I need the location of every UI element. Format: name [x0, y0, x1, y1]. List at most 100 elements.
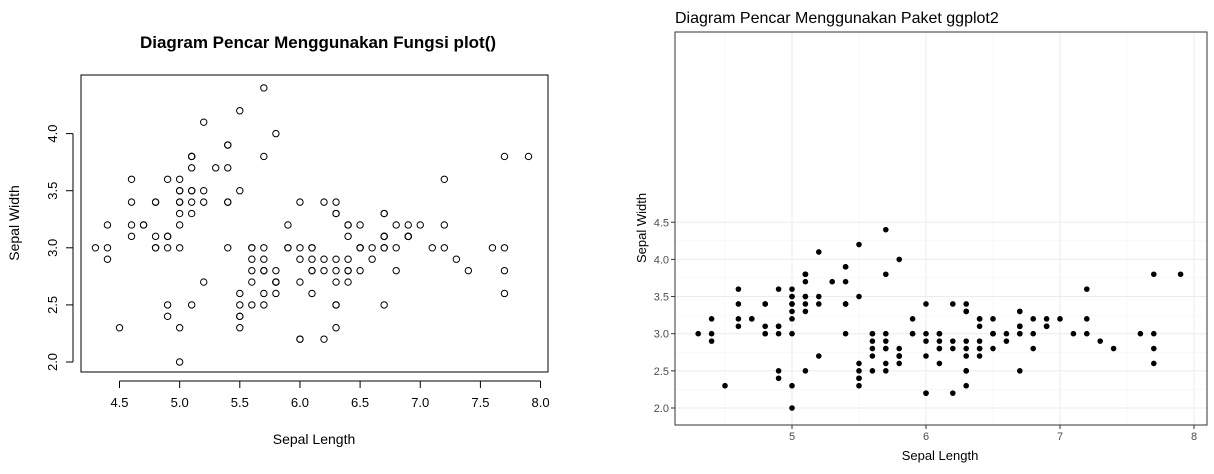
ggplot-data-point: [923, 338, 929, 344]
base-plot-x-label: Sepal Length: [273, 431, 356, 447]
base-data-point: [212, 164, 220, 172]
ggplot-data-point: [1003, 330, 1010, 337]
base-data-point: [103, 244, 112, 252]
ggplot-data-point: [1003, 338, 1010, 344]
ggplot-data-point: [708, 330, 715, 337]
ggplot-data-point: [1030, 316, 1036, 322]
ggplot-data-point: [950, 345, 956, 352]
base-x-tick-label: 8.0: [532, 395, 550, 410]
base-data-point: [500, 152, 509, 161]
ggplot-data-point: [963, 308, 969, 315]
base-y-tick-label: 2.0: [45, 353, 60, 371]
ggplot-data-point: [936, 330, 943, 337]
base-data-point: [344, 278, 352, 286]
ggplot-data-point: [762, 323, 768, 330]
base-data-point: [175, 324, 184, 332]
base-data-point: [308, 255, 316, 263]
ggplot-data-point: [789, 405, 795, 411]
ggplot-y-tick-label: 2.0: [654, 403, 669, 415]
base-data-point: [332, 255, 340, 263]
base-data-point: [368, 244, 376, 252]
ggplot-data-point: [1137, 330, 1144, 337]
base-data-point: [200, 187, 208, 195]
base-data-point: [151, 198, 160, 206]
ggplot-data-point: [1017, 368, 1023, 374]
base-x-tick-label: 5.5: [231, 395, 249, 410]
ggplot-data-point: [1043, 316, 1050, 322]
base-data-point: [224, 164, 232, 172]
base-data-point: [139, 221, 148, 229]
base-data-point: [272, 278, 280, 286]
ggplot-data-point: [816, 293, 822, 300]
ggplot-points: [695, 226, 1184, 411]
base-data-point: [392, 221, 400, 229]
base-data-point: [187, 209, 196, 218]
ggplot-x-axis: 5 6 7 8: [789, 425, 1197, 443]
base-data-point: [248, 255, 256, 263]
base-data-point: [248, 301, 256, 309]
base-data-point: [380, 232, 388, 241]
base-data-point: [500, 244, 509, 252]
base-data-point: [187, 152, 196, 161]
base-data-point: [392, 266, 400, 275]
ggplot-data-point: [883, 368, 889, 374]
ggplot-data-point: [856, 293, 862, 300]
base-data-point: [296, 255, 304, 263]
ggplot-data-point: [963, 382, 969, 389]
base-data-point: [296, 244, 304, 252]
base-data-point: [224, 141, 232, 149]
base-data-point: [296, 335, 304, 343]
base-y-tick-label: 4.0: [45, 125, 60, 143]
base-data-point: [163, 244, 172, 252]
base-data-point: [236, 289, 244, 298]
base-data-point: [115, 324, 124, 332]
ggplot-data-point: [842, 278, 849, 285]
base-data-point: [488, 244, 497, 252]
base-data-point: [428, 244, 436, 252]
ggplot-data-point: [869, 330, 876, 337]
ggplot-data-point: [976, 345, 983, 352]
base-data-point: [163, 312, 172, 321]
ggplot-x-tick-label: 6: [923, 431, 929, 443]
base-data-point: [163, 175, 172, 183]
base-data-point: [320, 266, 328, 275]
ggplot-data-point: [976, 323, 983, 330]
ggplot-data-point: [976, 316, 983, 322]
ggplot-data-point: [789, 382, 795, 389]
ggplot-data-point: [816, 249, 822, 255]
base-data-point: [260, 301, 268, 309]
base-data-point: [127, 175, 136, 183]
ggplot-data-point: [936, 338, 943, 344]
ggplot-data-point: [896, 360, 902, 367]
ggplot-data-point: [963, 353, 969, 359]
ggplot-data-point: [802, 271, 809, 278]
ggplot-data-point: [950, 390, 956, 396]
ggplot-data-point: [923, 301, 929, 307]
base-data-point: [127, 198, 136, 206]
ggplot-data-point: [789, 330, 795, 337]
base-data-point: [151, 244, 160, 252]
base-data-point: [260, 289, 268, 298]
ggplot-data-point: [1084, 330, 1090, 337]
base-data-point: [308, 289, 316, 298]
ggplot-data-point: [1043, 323, 1050, 330]
base-data-point: [344, 266, 352, 275]
ggplot-data-point: [735, 316, 742, 322]
base-data-point: [187, 198, 196, 206]
ggplot-data-point: [789, 293, 795, 300]
base-data-point: [320, 335, 328, 343]
base-data-point: [284, 244, 292, 252]
base-y-tick-label: 3.5: [45, 182, 60, 200]
ggplot-y-tick-label: 4.5: [654, 217, 669, 229]
ggplot-data-point: [963, 368, 969, 374]
ggplot-data-point: [1084, 316, 1090, 322]
base-data-point: [500, 289, 509, 298]
ggplot-data-point: [883, 345, 889, 352]
base-data-point: [187, 301, 196, 309]
ggplot-x-tick-label: 8: [1191, 431, 1197, 443]
ggplot-y-axis: 2.0 2.5 3.0 3.5 4.0 4.5: [654, 217, 675, 415]
base-data-point: [500, 266, 509, 275]
ggplot-data-point: [762, 301, 768, 307]
base-data-point: [236, 301, 244, 309]
base-data-point: [127, 232, 136, 241]
